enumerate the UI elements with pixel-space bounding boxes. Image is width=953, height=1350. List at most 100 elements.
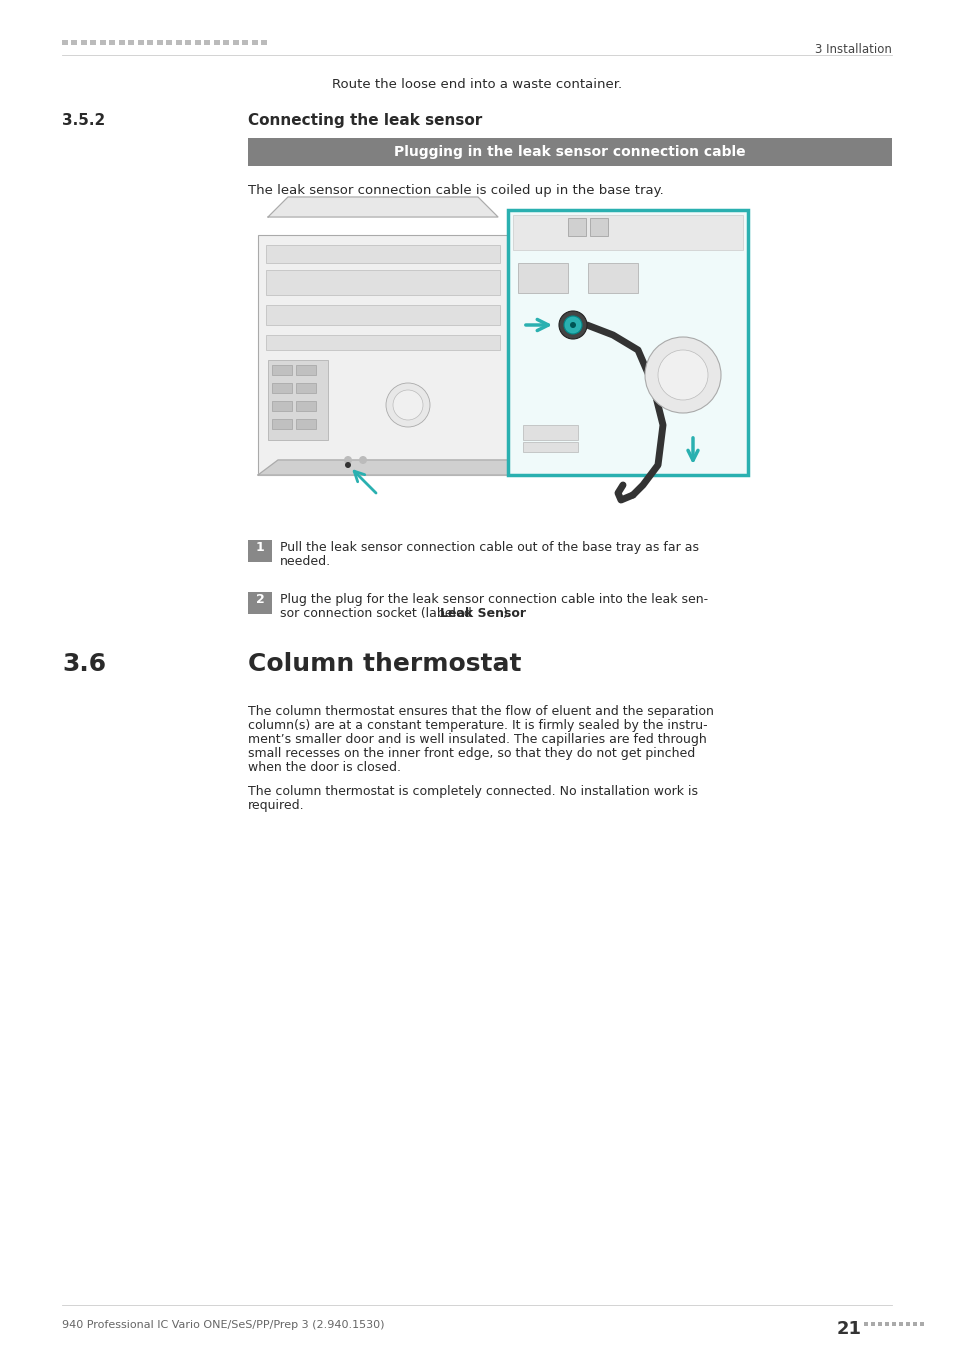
- Bar: [522, 425, 578, 440]
- Bar: [248, 593, 272, 614]
- Text: ment’s smaller door and is well insulated. The capillaries are fed through: ment’s smaller door and is well insulate…: [248, 733, 706, 747]
- Bar: [167, 40, 172, 45]
- Bar: [870, 1322, 874, 1326]
- Circle shape: [644, 338, 720, 413]
- Circle shape: [569, 323, 576, 328]
- Bar: [81, 40, 87, 45]
- Bar: [252, 40, 257, 45]
- Text: MSB 2: MSB 2: [533, 217, 554, 224]
- Polygon shape: [257, 460, 527, 475]
- Bar: [272, 418, 292, 429]
- Bar: [567, 217, 585, 236]
- Text: Detector 1: Detector 1: [517, 255, 555, 261]
- Bar: [295, 383, 315, 393]
- Text: Pull the leak sensor connection cable out of the base tray as far as: Pull the leak sensor connection cable ou…: [280, 541, 699, 554]
- Bar: [919, 1322, 923, 1326]
- Bar: [587, 263, 638, 293]
- Text: Leak Sensor: Leak Sensor: [439, 608, 525, 620]
- Polygon shape: [507, 220, 527, 475]
- Bar: [266, 270, 499, 296]
- Bar: [295, 364, 315, 375]
- Bar: [194, 40, 201, 45]
- Text: Route the loose end into a waste container.: Route the loose end into a waste contain…: [332, 78, 621, 90]
- Bar: [62, 40, 68, 45]
- Text: 1: 1: [255, 541, 264, 554]
- Bar: [272, 401, 292, 410]
- Circle shape: [386, 383, 430, 427]
- Bar: [175, 40, 182, 45]
- Text: Connecting the leak sensor: Connecting the leak sensor: [248, 113, 482, 128]
- Bar: [119, 40, 125, 45]
- Bar: [891, 1322, 895, 1326]
- Bar: [91, 40, 96, 45]
- Text: Detector 1: Detector 1: [598, 255, 635, 261]
- Bar: [100, 40, 106, 45]
- Circle shape: [563, 316, 581, 333]
- Circle shape: [558, 310, 586, 339]
- Text: 3.5.2: 3.5.2: [62, 113, 105, 128]
- Bar: [295, 401, 315, 410]
- Circle shape: [393, 390, 422, 420]
- Circle shape: [658, 350, 707, 400]
- Text: The column thermostat is completely connected. No installation work is: The column thermostat is completely conn…: [248, 784, 698, 798]
- Text: 2: 2: [255, 593, 264, 606]
- Bar: [129, 40, 134, 45]
- Bar: [138, 40, 144, 45]
- Bar: [905, 1322, 909, 1326]
- Text: Column thermostat: Column thermostat: [248, 652, 521, 676]
- Text: small recesses on the inner front edge, so that they do not get pinched: small recesses on the inner front edge, …: [248, 747, 695, 760]
- Bar: [261, 40, 267, 45]
- Bar: [268, 360, 328, 440]
- Text: 3.6: 3.6: [62, 652, 106, 676]
- Bar: [233, 40, 239, 45]
- Bar: [295, 418, 315, 429]
- Bar: [272, 364, 292, 375]
- Circle shape: [344, 456, 352, 464]
- Text: Sensor: Sensor: [590, 321, 620, 329]
- Bar: [213, 40, 220, 45]
- Text: The column thermostat ensures that the flow of eluent and the separation: The column thermostat ensures that the f…: [248, 705, 713, 718]
- Text: 21: 21: [836, 1320, 862, 1338]
- Bar: [266, 244, 499, 263]
- Text: I_SO_1100: I_SO_1100: [522, 410, 555, 416]
- Text: Leak: Leak: [590, 310, 611, 320]
- Bar: [71, 40, 77, 45]
- Text: sor connection socket (labeled: sor connection socket (labeled: [280, 608, 476, 620]
- Text: The leak sensor connection cable is coiled up in the base tray.: The leak sensor connection cable is coil…: [248, 184, 663, 197]
- Bar: [257, 235, 507, 475]
- Bar: [517, 263, 567, 293]
- Bar: [507, 211, 747, 475]
- Bar: [863, 1322, 867, 1326]
- Circle shape: [345, 462, 351, 468]
- Bar: [248, 540, 272, 562]
- Bar: [110, 40, 115, 45]
- Text: when the door is closed.: when the door is closed.: [248, 761, 400, 774]
- Bar: [223, 40, 230, 45]
- Bar: [884, 1322, 888, 1326]
- Bar: [242, 40, 248, 45]
- Polygon shape: [268, 197, 497, 217]
- Bar: [912, 1322, 916, 1326]
- Text: Plug the plug for the leak sensor connection cable into the leak sen-: Plug the plug for the leak sensor connec…: [280, 593, 707, 606]
- Bar: [204, 40, 211, 45]
- Bar: [266, 305, 499, 325]
- Bar: [266, 335, 499, 350]
- Text: column(s) are at a constant temperature. It is firmly sealed by the instru-: column(s) are at a constant temperature.…: [248, 720, 707, 732]
- Text: needed.: needed.: [280, 555, 331, 568]
- Bar: [898, 1322, 902, 1326]
- Text: 3 Installation: 3 Installation: [814, 43, 891, 55]
- Bar: [248, 138, 891, 166]
- Bar: [522, 441, 578, 452]
- Bar: [877, 1322, 882, 1326]
- Text: Plugging in the leak sensor connection cable: Plugging in the leak sensor connection c…: [394, 144, 745, 159]
- Bar: [272, 383, 292, 393]
- Text: required.: required.: [248, 799, 304, 811]
- Bar: [157, 40, 163, 45]
- Bar: [589, 217, 607, 236]
- Bar: [185, 40, 192, 45]
- Circle shape: [358, 456, 367, 464]
- Bar: [148, 40, 153, 45]
- Text: 940 Professional IC Vario ONE/SeS/PP/Prep 3 (2.940.1530): 940 Professional IC Vario ONE/SeS/PP/Pre…: [62, 1320, 384, 1330]
- Bar: [513, 215, 742, 250]
- Text: ).: ).: [503, 608, 512, 620]
